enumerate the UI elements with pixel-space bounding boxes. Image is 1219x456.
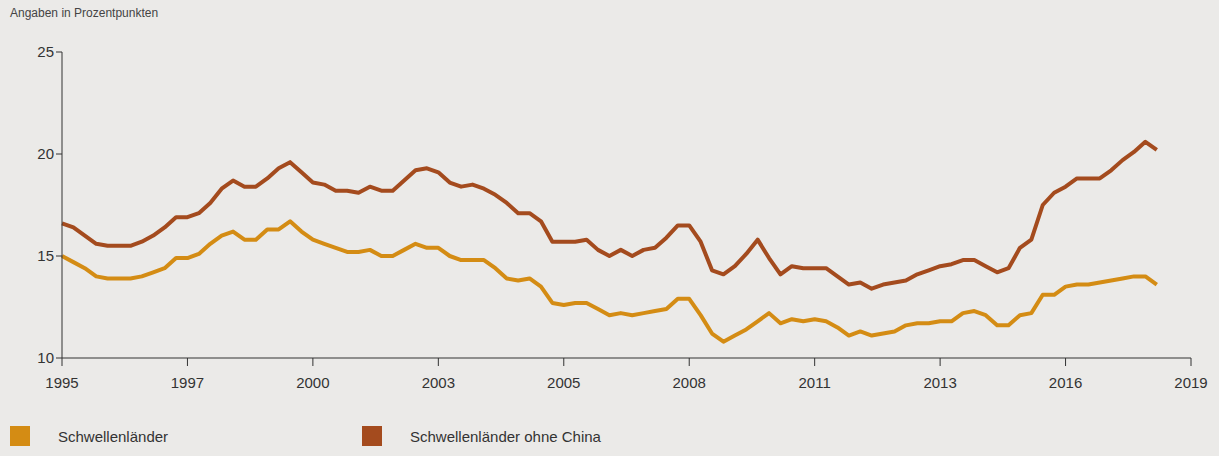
svg-text:2003: 2003	[422, 374, 455, 391]
svg-text:2005: 2005	[547, 374, 580, 391]
html-text:Schwellenländer: Schwellenländer	[58, 427, 169, 445]
svg-text:2008: 2008	[673, 374, 706, 391]
svg-text:2013: 2013	[923, 374, 956, 391]
svg-text:2016: 2016	[1049, 374, 1082, 391]
svg-text:2011: 2011	[799, 374, 831, 391]
svg-text:2000: 2000	[296, 374, 329, 391]
html-text:Schwellenländer ohne China: Schwellenländer ohne China	[410, 427, 601, 445]
svg-text:10: 10	[37, 349, 54, 366]
svg-text:25: 25	[37, 43, 54, 60]
svg-text:2019: 2019	[1174, 374, 1207, 391]
svg-text:1995: 1995	[45, 374, 78, 391]
svg-text:15: 15	[37, 247, 54, 264]
html-text:Angaben in Prozentpunkten: Angaben in Prozentpunkten	[10, 6, 159, 20]
svg-text:20: 20	[37, 145, 54, 162]
svg-text:1997: 1997	[171, 374, 204, 391]
